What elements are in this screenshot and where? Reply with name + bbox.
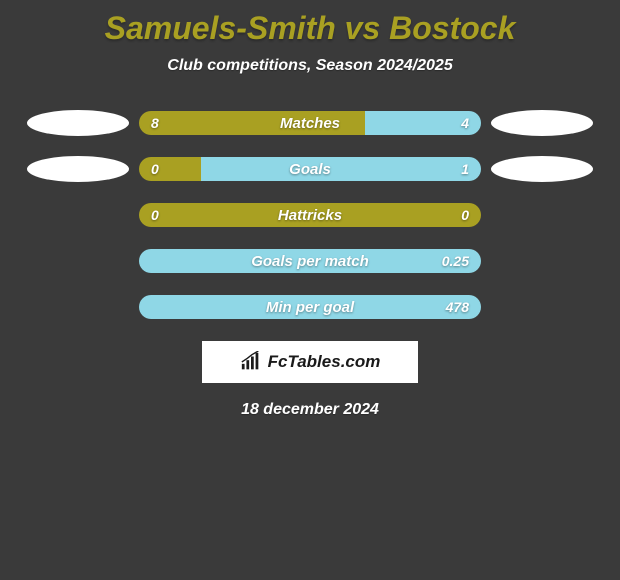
left-spacer: [27, 248, 129, 274]
stat-row-hattricks: 0 Hattricks 0: [0, 203, 620, 227]
bar-hattricks: 0 Hattricks 0: [139, 203, 481, 227]
comparison-infographic: Samuels-Smith vs Bostock Club competitio…: [0, 0, 620, 580]
bar-label: Goals per match: [139, 249, 481, 273]
bar-label: Matches: [139, 111, 481, 135]
right-spacer: [491, 202, 593, 228]
stat-row-goals-per-match: Goals per match 0.25: [0, 249, 620, 273]
left-spacer: [27, 202, 129, 228]
left-spacer: [27, 294, 129, 320]
bar-label: Goals: [139, 157, 481, 181]
subtitle: Club competitions, Season 2024/2025: [0, 57, 620, 75]
bar-label: Min per goal: [139, 295, 481, 319]
stat-row-min-per-goal: Min per goal 478: [0, 295, 620, 319]
bar-right-value: 0: [461, 203, 469, 227]
left-oval: [27, 156, 129, 182]
chart-area: 8 Matches 4 0 Goals 1 0 Hattri: [0, 111, 620, 319]
bar-gpm: Goals per match 0.25: [139, 249, 481, 273]
logo-box: FcTables.com: [202, 341, 418, 383]
page-title: Samuels-Smith vs Bostock: [0, 0, 620, 47]
bar-mpg: Min per goal 478: [139, 295, 481, 319]
bar-matches: 8 Matches 4: [139, 111, 481, 135]
logo-text: FcTables.com: [268, 352, 381, 372]
right-oval: [491, 110, 593, 136]
bar-chart-icon: [240, 351, 262, 373]
bar-right-value: 0.25: [442, 249, 469, 273]
stat-row-goals: 0 Goals 1: [0, 157, 620, 181]
bar-label: Hattricks: [139, 203, 481, 227]
right-oval: [491, 156, 593, 182]
bar-right-value: 1: [461, 157, 469, 181]
bar-right-value: 478: [446, 295, 469, 319]
date-line: 18 december 2024: [0, 401, 620, 419]
bar-right-value: 4: [461, 111, 469, 135]
left-oval: [27, 110, 129, 136]
right-spacer: [491, 248, 593, 274]
right-spacer: [491, 294, 593, 320]
bar-goals: 0 Goals 1: [139, 157, 481, 181]
stat-row-matches: 8 Matches 4: [0, 111, 620, 135]
